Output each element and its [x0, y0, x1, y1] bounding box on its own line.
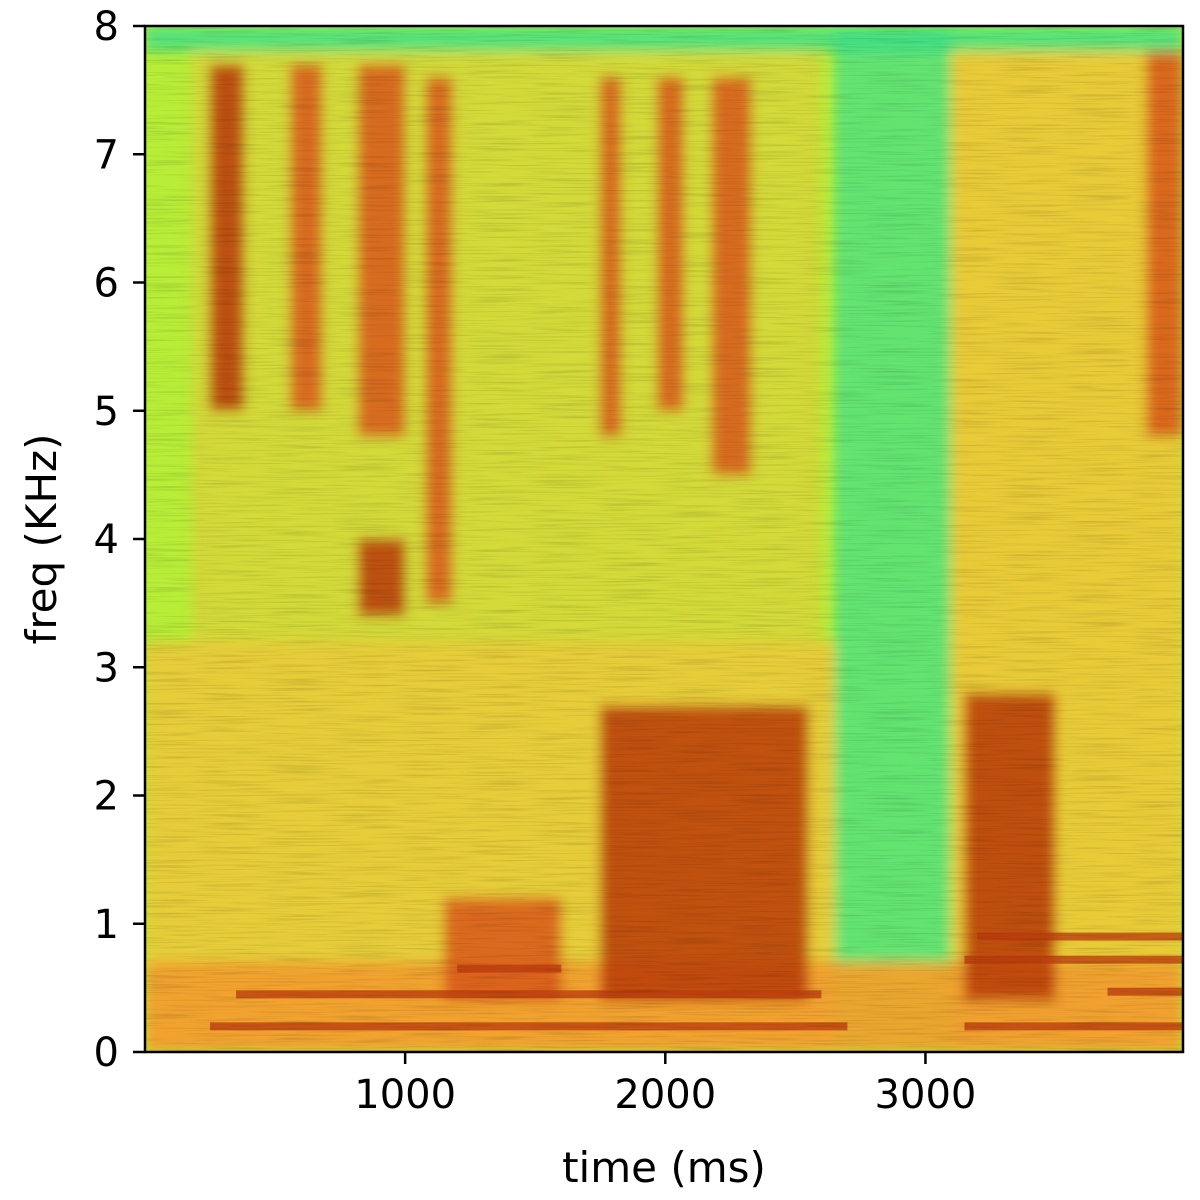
y-tick-label: 3 [94, 645, 119, 691]
plot-area [145, 26, 1183, 1052]
x-axis-title: time (ms) [562, 1143, 766, 1192]
y-tick-label: 2 [94, 774, 119, 820]
noise-texture [145, 26, 1183, 1052]
y-tick-label: 0 [94, 1030, 119, 1076]
y-axis: 0 1 2 3 4 5 6 7 8 [94, 4, 145, 1076]
y-tick-label: 5 [94, 389, 119, 435]
x-tick-label: 3000 [875, 1072, 977, 1118]
y-tick-label: 1 [94, 902, 119, 948]
y-tick-label: 4 [94, 517, 119, 563]
y-tick-label: 7 [94, 132, 119, 178]
x-tick-label: 2000 [614, 1072, 716, 1118]
y-tick-label: 8 [94, 4, 119, 50]
x-tick-label: 1000 [354, 1072, 456, 1118]
y-axis-title: freq (KHz) [17, 434, 66, 645]
x-axis: 1000 2000 3000 [354, 1052, 976, 1118]
y-tick-label: 6 [94, 261, 119, 307]
